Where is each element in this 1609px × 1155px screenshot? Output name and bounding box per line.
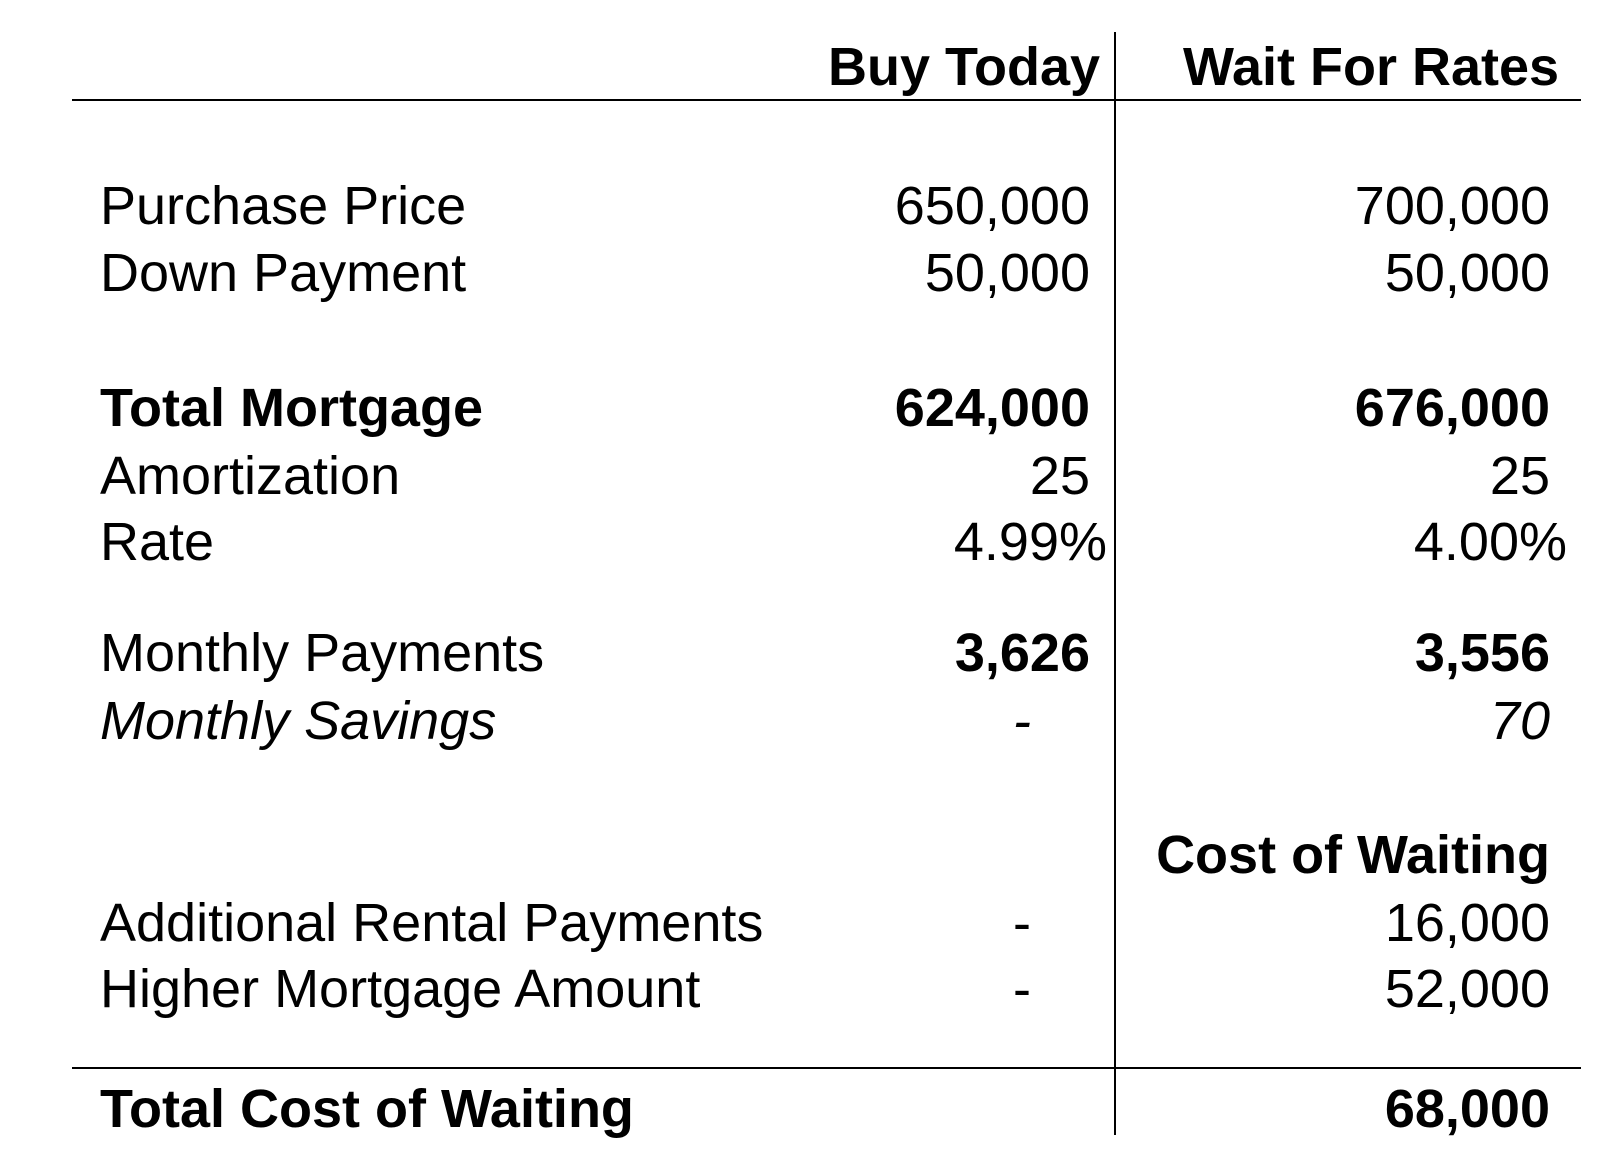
- row-label-rate: Rate: [100, 512, 215, 572]
- down-payment-buy-today: 50,000: [924, 243, 1090, 303]
- amortization-buy-today: 25: [1029, 446, 1090, 506]
- row-label-down-payment: Down Payment: [100, 243, 467, 303]
- monthly-savings-wait: 70: [1489, 691, 1550, 751]
- total-mortgage-wait: 676,000: [1354, 378, 1550, 438]
- total-divider: [72, 1067, 1581, 1069]
- monthly-payments-buy-today: 3,626: [954, 623, 1090, 683]
- total-cost-of-waiting-wait: 68,000: [1384, 1079, 1550, 1139]
- row-label-amortization: Amortization: [100, 446, 401, 506]
- purchase-price-wait: 700,000: [1354, 176, 1550, 236]
- row-label-higher-mortgage-amount: Higher Mortgage Amount: [100, 959, 701, 1019]
- higher-mortgage-amount-wait: 52,000: [1384, 959, 1550, 1019]
- total-mortgage-buy-today: 624,000: [894, 378, 1090, 438]
- column-header-wait-for-rates: Wait For Rates: [1183, 37, 1560, 97]
- down-payment-wait: 50,000: [1384, 243, 1550, 303]
- row-label-monthly-savings: Monthly Savings: [100, 691, 497, 751]
- row-label-monthly-payments: Monthly Payments: [100, 623, 545, 683]
- higher-mortgage-amount-buy-today: -: [1013, 959, 1031, 1019]
- monthly-payments-wait: 3,556: [1414, 623, 1550, 683]
- row-label-total-cost-of-waiting: Total Cost of Waiting: [100, 1079, 634, 1139]
- row-label-total-mortgage: Total Mortgage: [100, 378, 483, 438]
- row-label-purchase-price: Purchase Price: [100, 176, 467, 236]
- rate-wait: 4.00%: [1413, 512, 1567, 572]
- additional-rental-payments-wait: 16,000: [1384, 893, 1550, 953]
- row-label-additional-rental-payments: Additional Rental Payments: [100, 893, 764, 953]
- header-divider: [72, 99, 1581, 101]
- column-header-buy-today: Buy Today: [828, 37, 1101, 97]
- amortization-wait: 25: [1489, 446, 1550, 506]
- additional-rental-payments-buy-today: -: [1013, 893, 1031, 953]
- cost-of-waiting-header: Cost of Waiting: [1156, 825, 1550, 885]
- purchase-price-buy-today: 650,000: [894, 176, 1090, 236]
- column-divider: [1114, 32, 1116, 1135]
- monthly-savings-buy-today: -: [1013, 691, 1031, 751]
- rate-buy-today: 4.99%: [953, 512, 1107, 572]
